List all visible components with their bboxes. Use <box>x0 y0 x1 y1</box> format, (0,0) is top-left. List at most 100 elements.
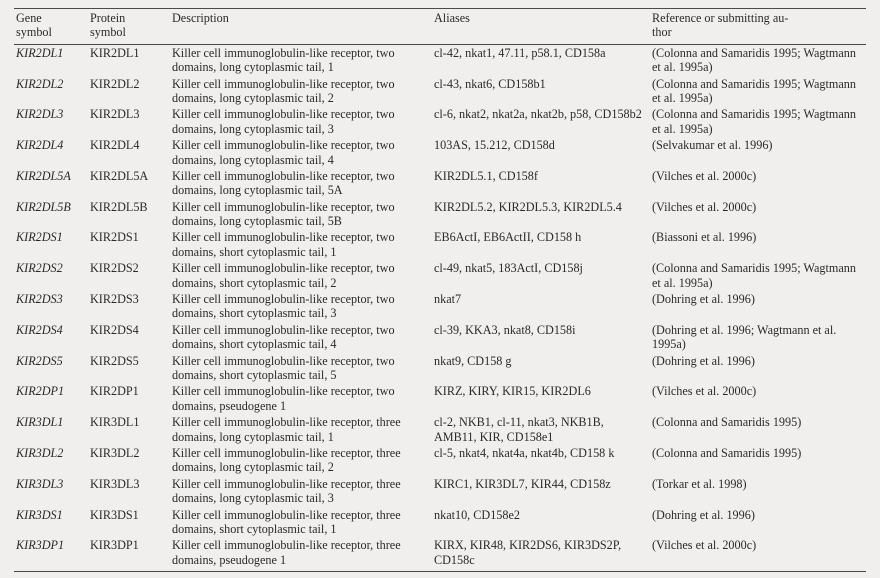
cell-ref: (Colonna and Samaridis 1995) <box>650 445 866 476</box>
table-row: KIR2DL5BKIR2DL5BKiller cell immunoglobul… <box>14 199 866 230</box>
cell-ref: (Dohring et al. 1996) <box>650 291 866 322</box>
cell-ref: (Colonna and Samaridis 1995) <box>650 414 866 445</box>
col-header-ref: Reference or submitting au-thor <box>650 9 866 45</box>
cell-gene: KIR2DS5 <box>14 353 88 384</box>
cell-protein: KIR3DL2 <box>88 445 170 476</box>
cell-gene: KIR2DS2 <box>14 260 88 291</box>
cell-gene: KIR2DL1 <box>14 44 88 75</box>
cell-protein: KIR3DP1 <box>88 537 170 571</box>
cell-gene: KIR2DL5A <box>14 168 88 199</box>
cell-desc: Killer cell immunoglobulin-like receptor… <box>170 383 432 414</box>
cell-aliases: nkat7 <box>432 291 650 322</box>
col-header-gene: Genesymbol <box>14 9 88 45</box>
cell-protein: KIR2DL4 <box>88 137 170 168</box>
cell-aliases: 103AS, 15.212, CD158d <box>432 137 650 168</box>
cell-protein: KIR2DL5A <box>88 168 170 199</box>
table-row: KIR2DL1KIR2DL1Killer cell immunoglobulin… <box>14 44 866 75</box>
cell-protein: KIR2DS1 <box>88 229 170 260</box>
cell-desc: Killer cell immunoglobulin-like receptor… <box>170 507 432 538</box>
cell-protein: KIR2DS2 <box>88 260 170 291</box>
cell-desc: Killer cell immunoglobulin-like receptor… <box>170 229 432 260</box>
cell-ref: (Dohring et al. 1996) <box>650 353 866 384</box>
cell-aliases: EB6ActI, EB6ActII, CD158 h <box>432 229 650 260</box>
cell-protein: KIR2DL1 <box>88 44 170 75</box>
cell-ref: (Vilches et al. 2000c) <box>650 168 866 199</box>
cell-gene: KIR3DL3 <box>14 476 88 507</box>
table-row: KIR2DS5KIR2DS5Killer cell immunoglobulin… <box>14 353 866 384</box>
table-row: KIR2DL4KIR2DL4Killer cell immunoglobulin… <box>14 137 866 168</box>
cell-ref: (Vilches et al. 2000c) <box>650 383 866 414</box>
table-row: KIR2DS3KIR2DS3Killer cell immunoglobulin… <box>14 291 866 322</box>
cell-aliases: KIRC1, KIR3DL7, KIR44, CD158z <box>432 476 650 507</box>
cell-gene: KIR2DP1 <box>14 383 88 414</box>
cell-protein: KIR2DL5B <box>88 199 170 230</box>
table-body: KIR2DL1KIR2DL1Killer cell immunoglobulin… <box>14 44 866 571</box>
cell-desc: Killer cell immunoglobulin-like receptor… <box>170 353 432 384</box>
cell-desc: Killer cell immunoglobulin-like receptor… <box>170 537 432 571</box>
cell-gene: KIR3DL2 <box>14 445 88 476</box>
table-row: KIR2DL3KIR2DL3Killer cell immunoglobulin… <box>14 106 866 137</box>
cell-ref: (Biassoni et al. 1996) <box>650 229 866 260</box>
cell-aliases: cl-43, nkat6, CD158b1 <box>432 76 650 107</box>
cell-desc: Killer cell immunoglobulin-like receptor… <box>170 291 432 322</box>
cell-protein: KIR2DP1 <box>88 383 170 414</box>
cell-aliases: KIR2DL5.2, KIR2DL5.3, KIR2DL5.4 <box>432 199 650 230</box>
cell-ref: (Colonna and Samaridis 1995; Wagtmann et… <box>650 44 866 75</box>
cell-aliases: KIRX, KIR48, KIR2DS6, KIR3DS2P, CD158c <box>432 537 650 571</box>
cell-desc: Killer cell immunoglobulin-like receptor… <box>170 76 432 107</box>
cell-gene: KIR2DL5B <box>14 199 88 230</box>
cell-gene: KIR3DP1 <box>14 537 88 571</box>
cell-gene: KIR3DS1 <box>14 507 88 538</box>
cell-desc: Killer cell immunoglobulin-like receptor… <box>170 168 432 199</box>
table-row: KIR2DL2KIR2DL2Killer cell immunoglobulin… <box>14 76 866 107</box>
table-row: KIR2DP1KIR2DP1Killer cell immunoglobulin… <box>14 383 866 414</box>
cell-gene: KIR2DL2 <box>14 76 88 107</box>
cell-gene: KIR2DL3 <box>14 106 88 137</box>
cell-aliases: nkat10, CD158e2 <box>432 507 650 538</box>
cell-aliases: nkat9, CD158 g <box>432 353 650 384</box>
cell-desc: Killer cell immunoglobulin-like receptor… <box>170 106 432 137</box>
cell-desc: Killer cell immunoglobulin-like receptor… <box>170 445 432 476</box>
table-row: KIR2DL5AKIR2DL5AKiller cell immunoglobul… <box>14 168 866 199</box>
cell-aliases: cl-42, nkat1, 47.11, p58.1, CD158a <box>432 44 650 75</box>
cell-protein: KIR2DS5 <box>88 353 170 384</box>
table-row: KIR3DL3KIR3DL3Killer cell immunoglobulin… <box>14 476 866 507</box>
cell-desc: Killer cell immunoglobulin-like receptor… <box>170 137 432 168</box>
cell-gene: KIR2DS4 <box>14 322 88 353</box>
cell-desc: Killer cell immunoglobulin-like receptor… <box>170 322 432 353</box>
table-row: KIR2DS1KIR2DS1Killer cell immunoglobulin… <box>14 229 866 260</box>
table-row: KIR3DS1KIR3DS1Killer cell immunoglobulin… <box>14 507 866 538</box>
cell-desc: Killer cell immunoglobulin-like receptor… <box>170 260 432 291</box>
table-head: GenesymbolProteinsymbolDescriptionAliase… <box>14 9 866 45</box>
cell-desc: Killer cell immunoglobulin-like receptor… <box>170 44 432 75</box>
page: GenesymbolProteinsymbolDescriptionAliase… <box>0 0 880 578</box>
cell-ref: (Selvakumar et al. 1996) <box>650 137 866 168</box>
cell-desc: Killer cell immunoglobulin-like receptor… <box>170 199 432 230</box>
cell-aliases: cl-2, NKB1, cl-11, nkat3, NKB1B, AMB11, … <box>432 414 650 445</box>
cell-ref: (Colonna and Samaridis 1995; Wagtmann et… <box>650 106 866 137</box>
cell-gene: KIR2DS3 <box>14 291 88 322</box>
table-row: KIR3DP1KIR3DP1Killer cell immunoglobulin… <box>14 537 866 571</box>
cell-protein: KIR2DS3 <box>88 291 170 322</box>
col-header-desc: Description <box>170 9 432 45</box>
cell-protein: KIR3DS1 <box>88 507 170 538</box>
table-row: KIR3DL1KIR3DL1Killer cell immunoglobulin… <box>14 414 866 445</box>
table-row: KIR3DL2KIR3DL2Killer cell immunoglobulin… <box>14 445 866 476</box>
cell-ref: (Colonna and Samaridis 1995; Wagtmann et… <box>650 260 866 291</box>
cell-ref: (Dohring et al. 1996; Wagtmann et al. 19… <box>650 322 866 353</box>
cell-gene: KIR2DL4 <box>14 137 88 168</box>
cell-protein: KIR3DL3 <box>88 476 170 507</box>
cell-ref: (Dohring et al. 1996) <box>650 507 866 538</box>
cell-desc: Killer cell immunoglobulin-like receptor… <box>170 476 432 507</box>
cell-aliases: cl-49, nkat5, 183ActI, CD158j <box>432 260 650 291</box>
cell-protein: KIR3DL1 <box>88 414 170 445</box>
cell-gene: KIR2DS1 <box>14 229 88 260</box>
cell-ref: (Vilches et al. 2000c) <box>650 199 866 230</box>
table-row: KIR2DS2KIR2DS2Killer cell immunoglobulin… <box>14 260 866 291</box>
cell-protein: KIR2DS4 <box>88 322 170 353</box>
cell-ref: (Colonna and Samaridis 1995; Wagtmann et… <box>650 76 866 107</box>
header-row: GenesymbolProteinsymbolDescriptionAliase… <box>14 9 866 45</box>
col-header-aliases: Aliases <box>432 9 650 45</box>
cell-ref: (Torkar et al. 1998) <box>650 476 866 507</box>
cell-gene: KIR3DL1 <box>14 414 88 445</box>
